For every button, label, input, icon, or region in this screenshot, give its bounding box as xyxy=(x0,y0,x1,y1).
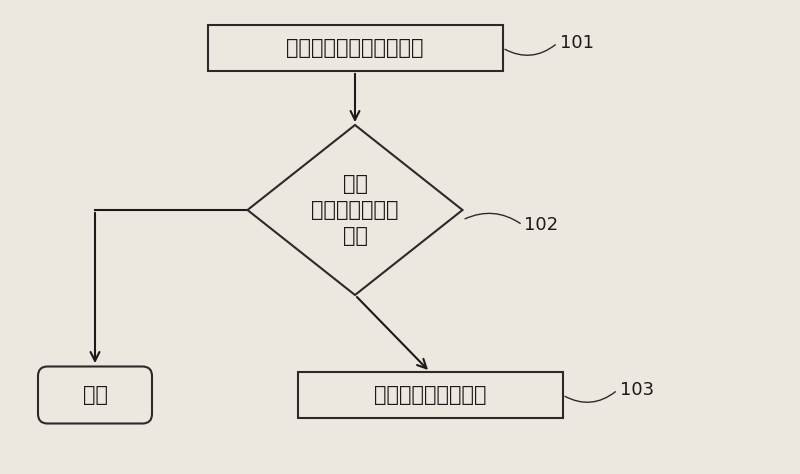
Text: 结束: 结束 xyxy=(82,385,107,405)
Text: 加大第一冷却液流量: 加大第一冷却液流量 xyxy=(374,385,486,405)
Polygon shape xyxy=(247,125,462,295)
Text: 101: 101 xyxy=(559,34,594,52)
Text: 102: 102 xyxy=(525,216,558,234)
Text: 103: 103 xyxy=(619,381,654,399)
Text: 温度: 温度 xyxy=(342,226,367,246)
FancyBboxPatch shape xyxy=(207,25,502,71)
Text: 判别: 判别 xyxy=(342,174,367,194)
Text: 中央处理单元的: 中央处理单元的 xyxy=(311,200,398,220)
Text: 感测中央处理单元的温度: 感测中央处理单元的温度 xyxy=(286,38,424,58)
FancyBboxPatch shape xyxy=(298,372,562,418)
FancyBboxPatch shape xyxy=(38,366,152,423)
